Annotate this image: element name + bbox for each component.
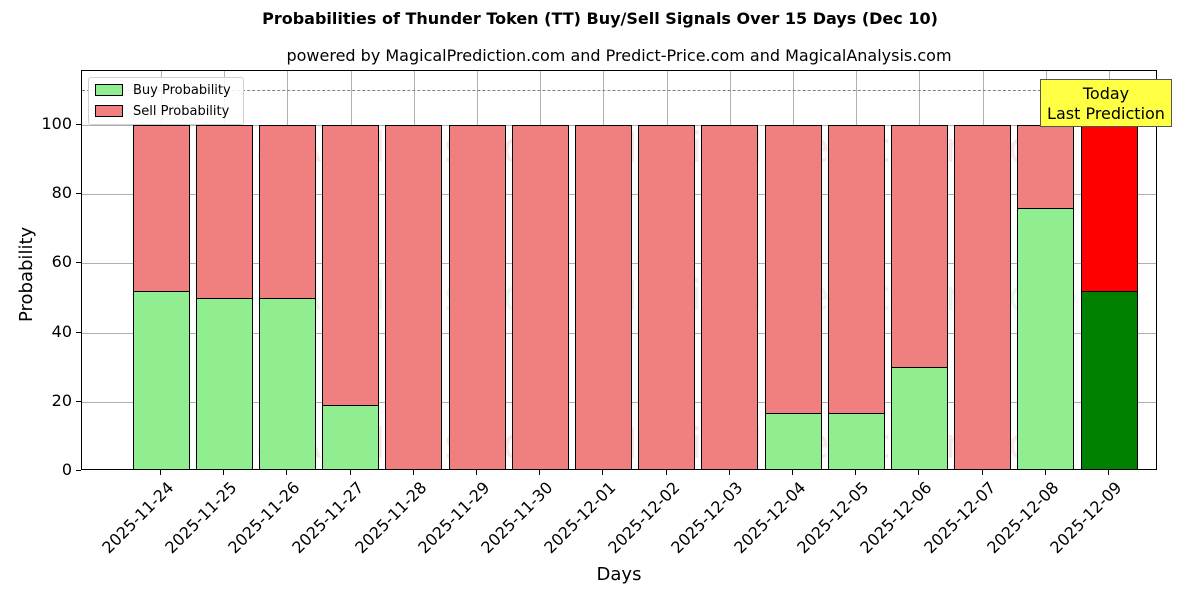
- y-tick-label: 0: [61, 460, 72, 479]
- bar-sell: [701, 125, 759, 469]
- y-tick-label: 100: [41, 114, 72, 133]
- legend-label-buy: Buy Probability: [133, 82, 231, 98]
- legend-item-sell: Sell Probability: [95, 102, 229, 120]
- bar-sell: [1080, 125, 1138, 293]
- bar-sell: [132, 125, 190, 293]
- bar-buy: [322, 405, 380, 469]
- bar-sell: [195, 125, 253, 299]
- y-tick: [76, 400, 81, 402]
- x-tick: [792, 470, 793, 475]
- x-tick: [665, 470, 667, 475]
- legend: Buy Probability Sell Probability: [88, 77, 244, 125]
- x-tick: [539, 470, 541, 475]
- bar-sell: [574, 125, 632, 469]
- legend-swatch-sell: [95, 105, 123, 117]
- bar-sell: [1017, 125, 1075, 210]
- x-tick: [981, 470, 983, 475]
- annotation-line-1: Today: [1082, 84, 1130, 103]
- bar-buy: [132, 291, 190, 469]
- x-tick: [918, 470, 920, 475]
- bar-sell: [258, 125, 316, 299]
- bar-sell: [827, 125, 885, 415]
- y-tick-label: 60: [51, 252, 72, 272]
- y-tick: [76, 262, 81, 264]
- y-tick: [76, 124, 81, 125]
- plot-area: MagicalAnalysis.comMagicalPrediction.com…: [81, 70, 1157, 470]
- bar-buy: [258, 298, 316, 469]
- chart-subtitle: powered by MagicalPrediction.com and Pre…: [286, 46, 952, 65]
- x-tick: [728, 470, 730, 475]
- y-tick: [76, 470, 81, 471]
- bar-sell: [385, 125, 443, 469]
- x-tick: [160, 470, 161, 475]
- bar-buy: [1080, 291, 1138, 469]
- legend-item-buy: Buy Probability: [95, 81, 231, 99]
- bar-sell: [890, 125, 948, 369]
- x-tick: [412, 470, 414, 475]
- bar-buy: [890, 367, 948, 469]
- bar-buy: [827, 413, 885, 469]
- y-tick-label: 40: [51, 321, 72, 341]
- x-tick: [223, 470, 225, 475]
- y-tick-label: 20: [51, 390, 72, 410]
- x-tick: [855, 470, 857, 475]
- y-tick: [76, 331, 81, 333]
- y-tick-label: 80: [51, 183, 72, 203]
- chart-title: Probabilities of Thunder Token (TT) Buy/…: [262, 9, 938, 28]
- bar-sell: [322, 125, 380, 407]
- today-annotation: Today Last Prediction: [1040, 79, 1172, 127]
- annotation-line-2: Last Prediction: [1047, 104, 1165, 123]
- x-tick: [1044, 470, 1046, 475]
- bar-buy: [764, 413, 822, 469]
- y-tick: [76, 193, 81, 195]
- bar-sell: [954, 125, 1012, 469]
- x-tick: [286, 470, 288, 475]
- x-tick: [476, 470, 477, 475]
- bar-sell: [638, 125, 696, 469]
- legend-label-sell: Sell Probability: [133, 103, 230, 119]
- bar-sell: [511, 125, 569, 469]
- y-axis-label: Probability: [16, 226, 37, 322]
- x-tick: [1108, 470, 1109, 475]
- reference-line: [82, 90, 1156, 92]
- bar-buy: [1017, 208, 1075, 469]
- x-axis-label: Days: [596, 564, 642, 585]
- x-tick: [349, 470, 351, 475]
- legend-swatch-buy: [95, 84, 123, 96]
- bar-sell: [764, 125, 822, 415]
- bar-buy: [195, 298, 253, 469]
- x-tick: [602, 470, 604, 475]
- bar-sell: [448, 125, 506, 469]
